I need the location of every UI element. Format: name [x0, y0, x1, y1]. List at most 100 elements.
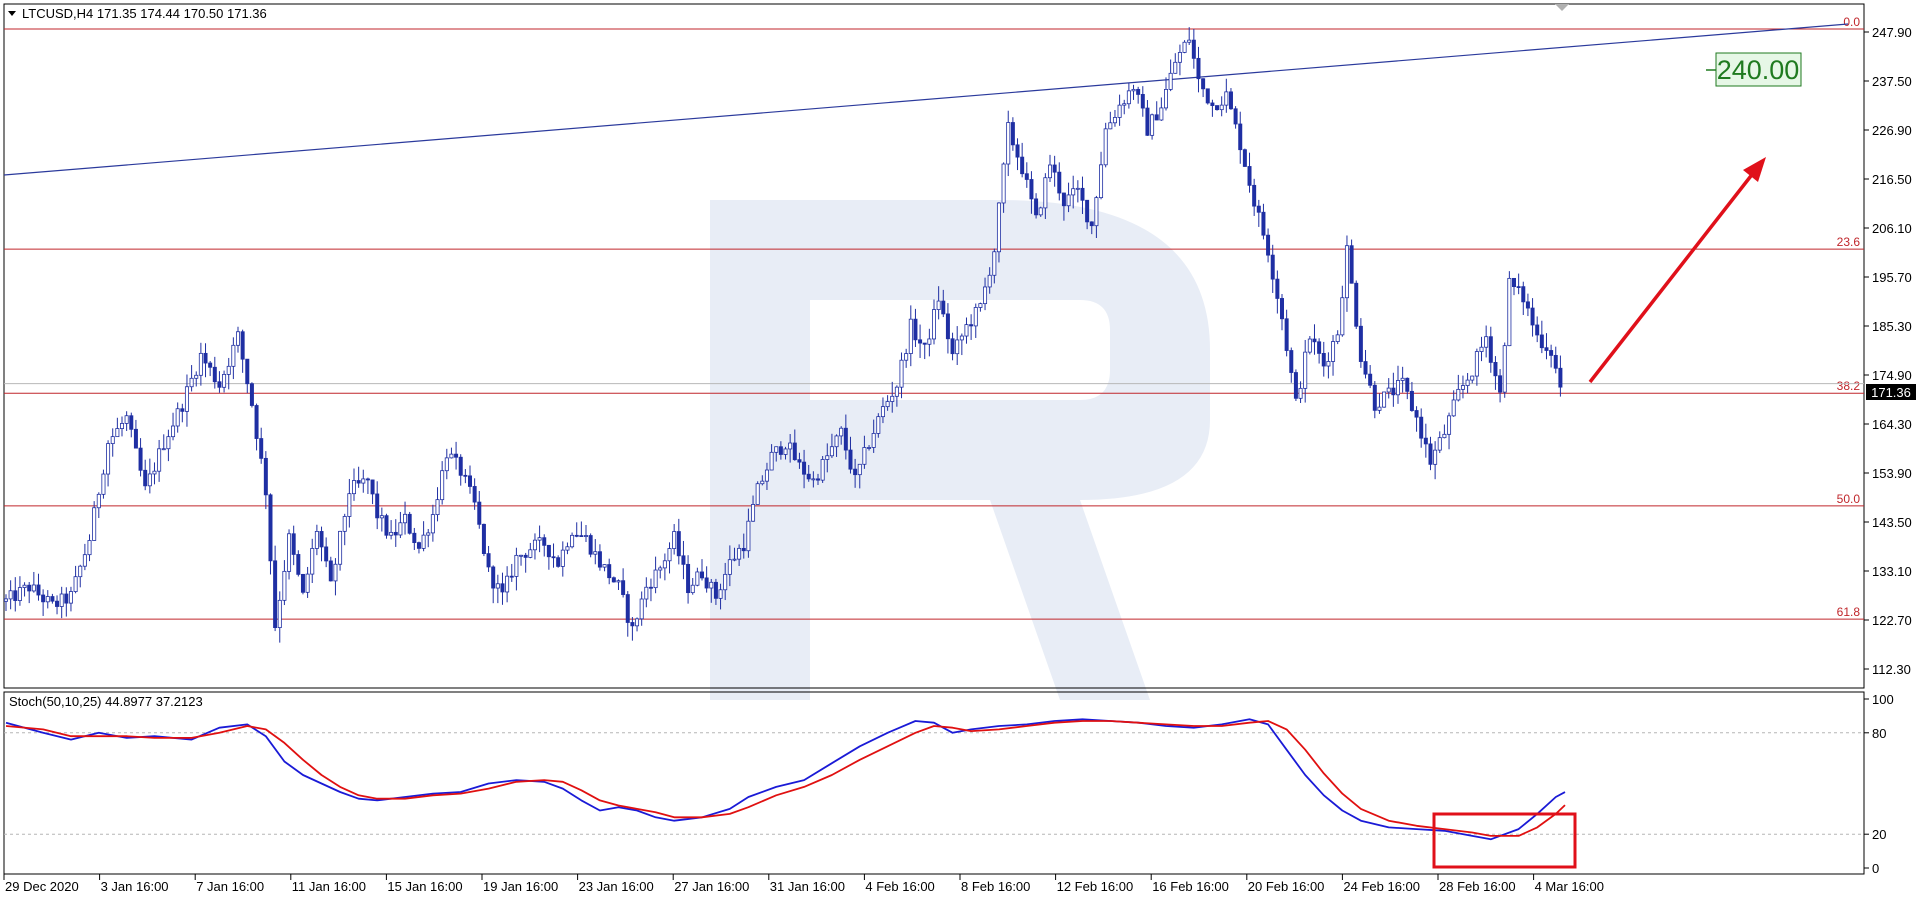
candle[interactable]	[324, 537, 329, 568]
candle[interactable]	[1400, 366, 1405, 393]
candle[interactable]	[1303, 339, 1308, 403]
candle[interactable]	[1317, 338, 1322, 364]
candle[interactable]	[523, 552, 528, 573]
candle[interactable]	[226, 357, 231, 390]
candle[interactable]	[978, 302, 983, 312]
candle[interactable]	[700, 559, 705, 581]
candle[interactable]	[950, 332, 955, 361]
candle[interactable]	[435, 487, 440, 522]
candle[interactable]	[1470, 375, 1475, 384]
candle[interactable]	[1344, 235, 1349, 312]
candle[interactable]	[467, 465, 472, 494]
candle[interactable]	[1516, 273, 1521, 295]
candle[interactable]	[1242, 148, 1247, 167]
candle[interactable]	[945, 303, 950, 354]
candle[interactable]	[1460, 375, 1465, 399]
candle[interactable]	[1525, 293, 1530, 317]
candle[interactable]	[876, 413, 881, 438]
candle[interactable]	[556, 555, 561, 568]
candle[interactable]	[1126, 83, 1131, 109]
candle[interactable]	[1136, 86, 1141, 104]
candle[interactable]	[528, 542, 533, 559]
candle[interactable]	[426, 529, 431, 548]
candle[interactable]	[774, 446, 779, 462]
candle[interactable]	[287, 529, 292, 580]
candle[interactable]	[621, 568, 626, 598]
candle[interactable]	[444, 448, 449, 480]
candle[interactable]	[1391, 372, 1396, 407]
candle[interactable]	[829, 433, 834, 459]
candle[interactable]	[1001, 162, 1006, 213]
candle[interactable]	[208, 361, 213, 377]
candle[interactable]	[1038, 206, 1043, 217]
candle[interactable]	[273, 545, 278, 632]
candle[interactable]	[463, 469, 468, 484]
candle[interactable]	[1307, 336, 1312, 355]
candle[interactable]	[110, 428, 115, 457]
candle[interactable]	[1530, 298, 1535, 337]
candle[interactable]	[1558, 355, 1563, 397]
candle[interactable]	[27, 581, 32, 604]
candle[interactable]	[1015, 138, 1020, 171]
candle[interactable]	[1075, 180, 1080, 203]
candle[interactable]	[1405, 377, 1410, 400]
candle[interactable]	[560, 541, 565, 577]
candle[interactable]	[277, 591, 282, 643]
candle[interactable]	[254, 403, 259, 451]
candle[interactable]	[751, 495, 756, 522]
candle[interactable]	[1484, 325, 1489, 358]
candle[interactable]	[1447, 412, 1452, 450]
candle[interactable]	[31, 571, 36, 593]
candle[interactable]	[639, 591, 644, 626]
candle[interactable]	[430, 504, 435, 542]
candle[interactable]	[1349, 239, 1354, 284]
candle[interactable]	[472, 478, 477, 510]
candle[interactable]	[890, 381, 895, 413]
candle[interactable]	[983, 277, 988, 311]
candle[interactable]	[1094, 195, 1099, 238]
candle[interactable]	[853, 458, 858, 488]
candle[interactable]	[92, 501, 97, 541]
dropdown-triangle-icon[interactable]	[8, 11, 16, 16]
candle[interactable]	[212, 356, 217, 389]
candle[interactable]	[676, 518, 681, 565]
candle[interactable]	[8, 580, 13, 610]
candle[interactable]	[1173, 53, 1178, 74]
candle[interactable]	[486, 545, 491, 572]
candle[interactable]	[1099, 151, 1104, 200]
candle[interactable]	[1089, 221, 1094, 235]
candle[interactable]	[505, 566, 510, 603]
candle[interactable]	[491, 565, 496, 604]
candle[interactable]	[570, 532, 575, 549]
candle[interactable]	[644, 577, 649, 608]
candle[interactable]	[885, 395, 890, 411]
candle[interactable]	[222, 370, 227, 393]
candle[interactable]	[778, 441, 783, 460]
candle[interactable]	[235, 326, 240, 353]
candle[interactable]	[1312, 324, 1317, 355]
candle[interactable]	[955, 326, 960, 366]
candle[interactable]	[602, 564, 607, 572]
candle[interactable]	[347, 478, 352, 528]
candle[interactable]	[180, 403, 185, 423]
candle[interactable]	[1442, 424, 1447, 439]
candle-layer[interactable]	[4, 27, 1563, 643]
candle[interactable]	[1048, 154, 1053, 182]
candle[interactable]	[992, 248, 997, 284]
candle[interactable]	[1177, 44, 1182, 76]
candle[interactable]	[1034, 193, 1039, 219]
candle[interactable]	[41, 589, 46, 616]
candle[interactable]	[36, 573, 41, 601]
candle[interactable]	[816, 473, 821, 485]
candle[interactable]	[101, 469, 106, 499]
candle[interactable]	[1270, 244, 1275, 293]
candle[interactable]	[1085, 199, 1090, 230]
candle[interactable]	[1298, 381, 1303, 403]
candle[interactable]	[124, 411, 129, 431]
candle[interactable]	[806, 464, 811, 482]
candle[interactable]	[1363, 349, 1368, 379]
candle[interactable]	[653, 556, 658, 594]
candle[interactable]	[310, 538, 315, 583]
candle[interactable]	[1437, 431, 1442, 454]
candle[interactable]	[1187, 27, 1192, 46]
